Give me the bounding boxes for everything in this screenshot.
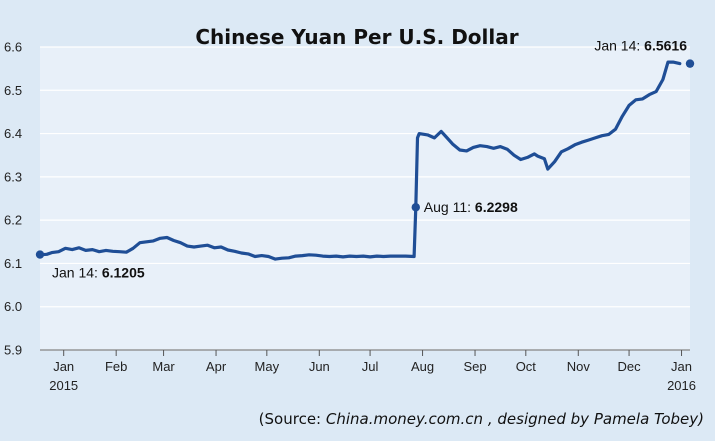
y-tick-label: 6.1 (4, 256, 22, 271)
annotation-label: Aug 11: 6.2298 (424, 199, 518, 215)
y-tick-label: 6.3 (4, 169, 22, 184)
x-tick-label: Jan (53, 359, 74, 374)
y-tick-label: 6.6 (4, 40, 22, 55)
source-suffix: , designed by Pamela Tobey) (488, 410, 704, 428)
axes: 5.9 6.0 6.1 6.2 6.3 6.4 6.5 6.6 Jan Feb Mar Apr May J… (4, 40, 696, 394)
x-tick-label: Nov (567, 359, 591, 374)
annotation-prefix: Aug 11: (424, 199, 475, 215)
annotation-value: 6.2298 (475, 199, 518, 215)
grid-lines (40, 46, 690, 351)
x-tick-label: Sep (463, 359, 486, 374)
y-tick-label: 5.9 (4, 343, 22, 358)
plot-area (40, 47, 690, 350)
annotation-dot (411, 203, 420, 212)
y-tick-label: 6.0 (4, 299, 22, 314)
x-tick-label: Jun (309, 359, 330, 374)
x-tick-label: Dec (618, 359, 642, 374)
annotation-prefix: Jan 14: (52, 265, 102, 281)
x-tick-label: Aug (411, 359, 434, 374)
annotation-label: Jan 14: 6.1205 (52, 265, 145, 281)
x-year-label: 2016 (667, 378, 696, 393)
annotation-prefix: Jan 14: (594, 38, 644, 54)
annotation-dot (685, 59, 695, 68)
annotation-value: 6.1205 (102, 265, 145, 281)
x-tick-label: Oct (516, 359, 537, 374)
x-tick-label: Apr (206, 359, 227, 374)
chart-title: Chinese Yuan Per U.S. Dollar (195, 25, 518, 49)
y-tick-label: 6.5 (4, 83, 22, 98)
x-tick-label: Mar (152, 359, 175, 374)
x-year-label: 2015 (49, 378, 78, 393)
annotation-label: Jan 14: 6.5616 (594, 38, 687, 54)
source-site: China.money.com.cn (326, 410, 483, 428)
y-tick-label: 6.2 (4, 213, 22, 228)
y-tick-label: 6.4 (4, 126, 22, 141)
x-tick-label: Jan (671, 359, 692, 374)
x-tick-label: Jul (362, 359, 379, 374)
source-note: (Source: China.money.com.cn , designed b… (259, 410, 704, 428)
x-tick-label: May (255, 359, 280, 374)
series-layer (38, 60, 682, 261)
annotation-value: 6.5616 (644, 38, 687, 54)
series-line (38, 60, 682, 261)
source-prefix: (Source: (259, 410, 326, 428)
annotations: Jan 14: 6.1205 Aug 11: 6.2298 Jan 14: 6.56… (35, 38, 695, 281)
annotation-dot (35, 250, 45, 259)
x-tick-label: Feb (105, 359, 127, 374)
